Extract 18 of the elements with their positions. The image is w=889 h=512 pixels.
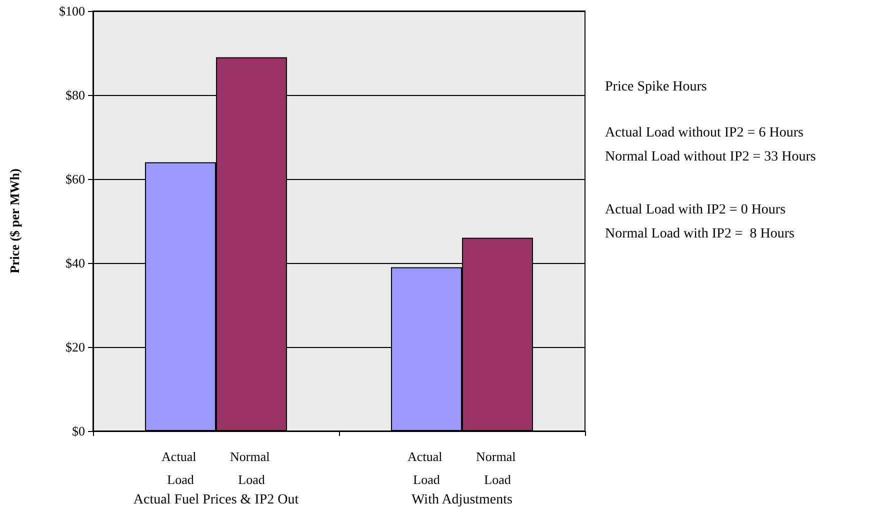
y-axis-title: Price ($ per MWh) <box>7 168 22 274</box>
x-tick-label: With Adjustments <box>412 492 512 508</box>
text: Actual Load without IP2 = 6 Hours <box>605 126 804 140</box>
y-tick-label: $100 <box>59 4 85 18</box>
text: Price Spike Hours <box>605 80 707 94</box>
series-label: Normal Load <box>230 449 273 487</box>
y-tick-label: $40 <box>66 256 85 270</box>
text: Actual Load with IP2 = 0 Hours <box>605 202 786 218</box>
x-tick-label: Actual Fuel Prices & IP2 Out <box>133 492 299 508</box>
y-tick-label: $0 <box>72 424 85 438</box>
y-tick-label: $80 <box>66 88 85 102</box>
y-tick-label: $60 <box>66 172 85 186</box>
text: Actual Load <box>408 449 442 487</box>
text: Normal Load <box>476 449 516 487</box>
text: Normal Load without IP2 = 33 Hours <box>605 150 816 164</box>
text: Normal Load with IP2 = 8 Hours <box>605 226 794 242</box>
series-label: Actual Load <box>162 449 200 487</box>
y-tick-label: $20 <box>66 340 85 354</box>
